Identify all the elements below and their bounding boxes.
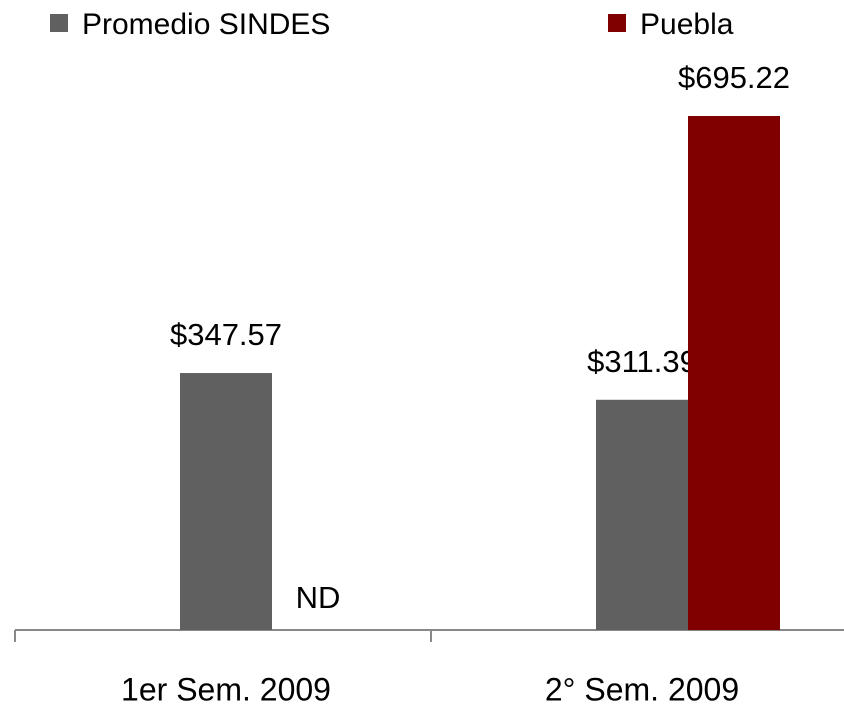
data-label: ND — [296, 580, 341, 615]
data-label: $347.57 — [170, 317, 282, 352]
x-tick-label: 2° Sem. 2009 — [545, 671, 739, 707]
bar — [596, 399, 688, 630]
bar — [180, 373, 272, 630]
data-label: $695.22 — [678, 60, 790, 95]
legend-label: Puebla — [640, 8, 734, 41]
x-tick-label: 1er Sem. 2009 — [121, 671, 331, 707]
bar — [688, 116, 780, 630]
data-label: $311.39 — [587, 344, 697, 379]
legend-swatch — [608, 14, 626, 32]
legend-label: Promedio SINDES — [82, 8, 330, 41]
legend-swatch — [50, 14, 68, 32]
